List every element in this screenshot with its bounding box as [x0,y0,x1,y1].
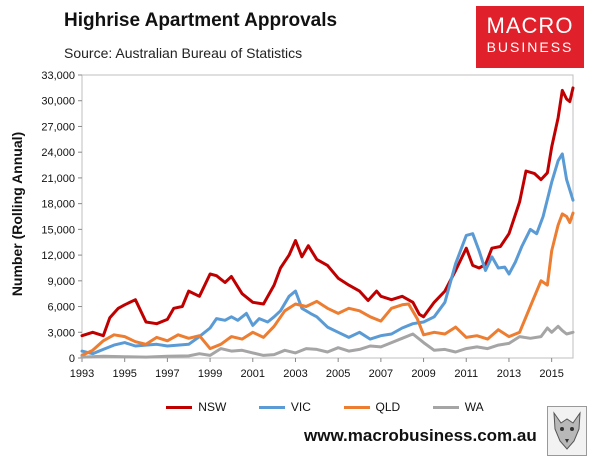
legend-item-vic: VIC [258,400,311,414]
x-tick-label: 2011 [454,368,478,380]
x-tick-label: 1995 [112,368,136,380]
wolf-logo-icon [547,406,587,456]
legend-swatch [432,405,459,409]
series-line-nsw [80,86,575,338]
legend-item-qld: QLD [343,400,401,414]
series-line-wa [80,324,575,359]
x-tick-label: 2003 [283,368,307,380]
x-tick-label: 2005 [326,368,350,380]
series-line-qld [80,211,575,357]
legend-swatch [343,405,370,409]
y-tick-label: 33,000 [41,70,75,82]
chart-title: Highrise Apartment Approvals [64,10,338,31]
plot-area-border [81,74,574,359]
footer-url[interactable]: www.macrobusiness.com.au [304,426,537,445]
x-tick-label: 1997 [155,368,179,380]
legend-label: WA [464,400,484,414]
macro-business-logo[interactable]: MACRO BUSINESS [476,6,584,68]
x-tick-label: 2001 [241,368,265,380]
x-tick-label: 2009 [411,368,435,380]
legend-label: QLD [375,400,401,414]
y-tick-label: 21,000 [41,173,75,185]
legend-swatch [258,405,285,409]
x-tick-label: 2007 [369,368,393,380]
x-tick-label: 2013 [497,368,521,380]
legend-label: NSW [198,400,227,414]
y-tick-label: 3,000 [47,327,75,339]
logo-line-1: MACRO [486,13,574,38]
legend-item-wa: WA [432,400,484,414]
x-tick-label: 1999 [198,368,222,380]
y-tick-label: 12,000 [41,250,75,262]
x-tick-label: 2015 [539,368,563,380]
chart-subtitle: Source: Australian Bureau of Statistics [64,45,303,61]
legend-item-nsw: NSW [166,400,226,414]
y-tick-label: 30,000 [41,96,75,108]
y-tick-label: 9,000 [47,276,75,288]
logo-line-2: BUSINESS [486,39,574,55]
y-tick-label: 24,000 [41,147,75,159]
legend-swatch [166,405,193,409]
y-tick-label: 27,000 [41,121,75,133]
y-tick-label: 6,000 [47,302,75,314]
y-tick-label: 0 [69,353,75,365]
x-tick-label: 1993 [70,368,94,380]
legend-label: VIC [290,400,311,414]
series-line-vic [80,152,575,356]
chart-legend: NSW VIC QLD WA [150,399,500,415]
y-tick-label: 15,000 [41,224,75,236]
y-tick-label: 18,000 [41,199,75,211]
